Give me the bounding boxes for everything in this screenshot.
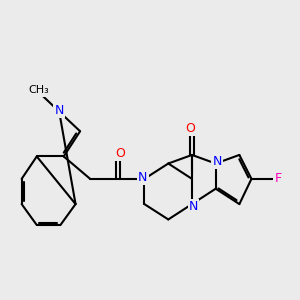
Text: O: O <box>116 147 125 160</box>
Text: O: O <box>186 122 195 135</box>
Text: N: N <box>55 103 64 117</box>
Text: N: N <box>138 171 148 184</box>
Text: N: N <box>212 154 222 168</box>
Text: CH₃: CH₃ <box>28 85 49 95</box>
Text: F: F <box>275 172 282 185</box>
Text: N: N <box>189 200 198 213</box>
